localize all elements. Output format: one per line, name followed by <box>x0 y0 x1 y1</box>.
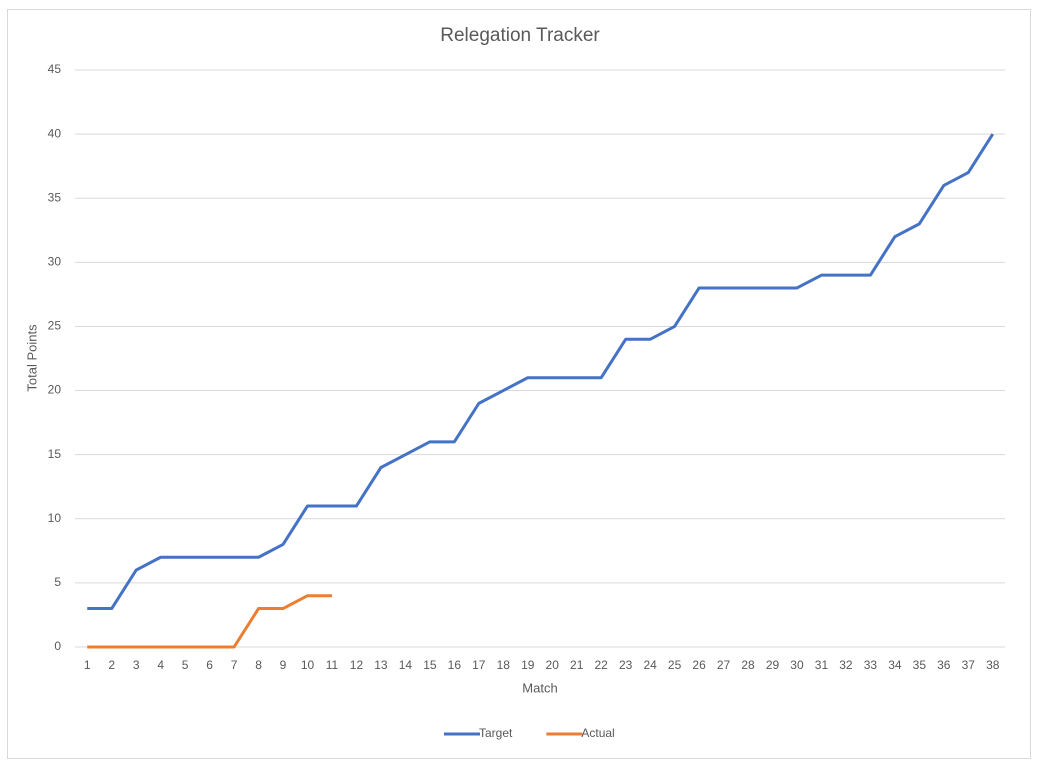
x-tick-label: 17 <box>472 658 486 672</box>
y-tick-label: 20 <box>48 383 62 397</box>
x-tick-label: 10 <box>301 658 315 672</box>
x-tick-label: 38 <box>986 658 1000 672</box>
y-tick-label: 30 <box>48 255 62 269</box>
x-tick-label: 14 <box>399 658 413 672</box>
chart-title: Relegation Tracker <box>440 25 600 46</box>
x-tick-label: 1 <box>84 658 91 672</box>
x-tick-label: 31 <box>815 658 829 672</box>
x-tick-label: 5 <box>182 658 189 672</box>
series-line <box>87 133 995 611</box>
x-tick-label: 6 <box>206 658 213 672</box>
x-tick-label: 13 <box>374 658 388 672</box>
x-tick-label: 33 <box>864 658 878 672</box>
x-tick-label: 23 <box>619 658 633 672</box>
x-axis-label: Match <box>522 680 557 695</box>
y-axis-label: Total Points <box>24 324 39 392</box>
x-tick-label: 34 <box>888 658 902 672</box>
x-tick-label: 25 <box>668 658 682 672</box>
x-tick-label: 28 <box>741 658 755 672</box>
x-tick-label: 11 <box>326 658 339 672</box>
x-tick-label: 8 <box>255 658 262 672</box>
x-tick-label: 19 <box>521 658 535 672</box>
y-tick-label: 45 <box>48 62 62 76</box>
x-tick-label: 24 <box>643 658 657 672</box>
y-tick-label: 15 <box>48 447 62 461</box>
x-tick-label: 12 <box>350 658 364 672</box>
x-tick-label: 7 <box>231 658 238 672</box>
x-tick-label: 36 <box>937 658 951 672</box>
x-tick-label: 18 <box>497 658 511 672</box>
y-tick-label: 25 <box>48 319 62 333</box>
x-tick-label: 21 <box>570 658 584 672</box>
y-tick-label: 10 <box>48 511 62 525</box>
x-tick-label: 4 <box>157 658 164 672</box>
x-tick-label: 22 <box>595 658 609 672</box>
x-tick-label: 27 <box>717 658 731 672</box>
x-tick-label: 32 <box>839 658 853 672</box>
x-tick-label: 30 <box>790 658 804 672</box>
y-tick-label: 40 <box>48 126 62 140</box>
legend-label: Target <box>479 726 513 740</box>
series-line <box>87 594 332 649</box>
x-tick-label: 9 <box>280 658 287 672</box>
x-tick-label: 26 <box>692 658 706 672</box>
x-tick-label: 16 <box>448 658 462 672</box>
x-tick-label: 29 <box>766 658 780 672</box>
y-tick-label: 0 <box>54 639 61 653</box>
x-tick-label: 37 <box>962 658 976 672</box>
x-tick-label: 20 <box>546 658 560 672</box>
legend-label: Actual <box>581 726 614 740</box>
x-tick-label: 35 <box>913 658 927 672</box>
x-tick-label: 2 <box>108 658 115 672</box>
y-tick-label: 5 <box>54 575 61 589</box>
x-tick-label: 3 <box>133 658 140 672</box>
y-tick-label: 35 <box>48 190 62 204</box>
x-tick-label: 15 <box>423 658 437 672</box>
